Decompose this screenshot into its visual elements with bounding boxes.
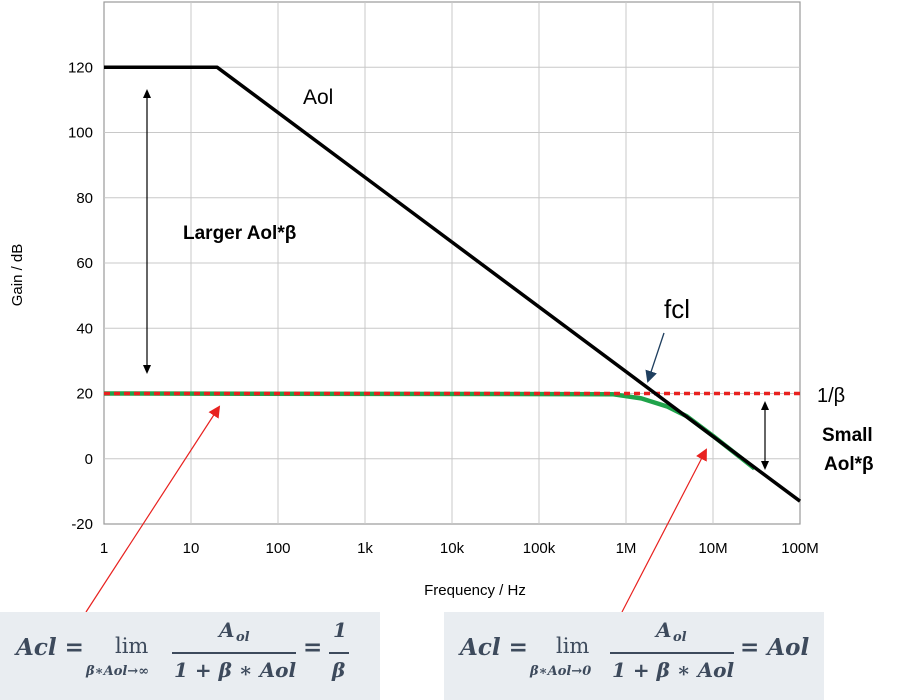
right-formula-box: Acl = lim β∗Aol→0 A ol 1 + β ∗ Aol = Aol [444,612,824,700]
right-formula-fraction-bar [610,652,734,654]
x-tick-label: 1k [357,540,373,557]
fcl-label: fcl [664,294,690,324]
y-tick-label: 100 [68,125,93,142]
right-formula-lim-sub: β∗Aol→0 [530,664,592,679]
y-tick-label: 120 [68,59,93,76]
y-axis-title: Gain / dB [9,244,26,307]
y-tick-label: 60 [76,255,93,272]
aol-label: Aol [303,86,333,109]
x-tick-label: 100M [781,540,819,557]
y-tick-label: 80 [76,190,93,207]
left-formula-callout-arrow [85,405,221,613]
left-formula-equals: = [303,634,323,661]
right-formula-lhs: Acl = [460,634,528,661]
right-formula-numerator: A [656,618,672,642]
right-formula-rhs: = Aol [740,634,810,661]
left-formula-rhs-numerator: 1 [333,618,347,642]
x-tick-label: 10M [698,540,727,557]
small-loop-gain-label-line2: Aol*β [824,454,874,475]
right-formula-denominator: 1 + β ∗ Aol [612,658,735,682]
left-formula-rhs-denominator: β [332,658,346,682]
left-formula-box: Acl = lim β∗Aol→∞ A ol 1 + β ∗ Aol = 1 β [0,612,380,700]
x-axis-title: Frequency / Hz [424,582,526,599]
chart-grid [103,1,801,525]
right-formula-callout-arrow [621,448,707,613]
closed-loop-gain-line [103,391,756,471]
right-formula-numerator-sub: ol [673,630,687,645]
left-formula-numerator-sub: ol [236,630,250,645]
aol-line [104,65,802,503]
x-tick-label: 1M [616,540,637,557]
x-tick-label: 100 [265,540,290,557]
small-loop-gain-label-line1: Small [822,425,873,446]
y-tick-label: -20 [71,516,93,533]
fcl-pointer-arrow [645,332,665,383]
beta-label: 1/β [817,385,845,407]
y-tick-label: 40 [76,320,93,337]
larger-loop-gain-label: Larger Aol*β [183,223,296,244]
left-formula-lim: lim [115,634,149,658]
left-formula-numerator: A [219,618,235,642]
left-formula-lhs: Acl = [16,634,84,661]
y-tick-label: 0 [85,451,93,468]
x-tick-label: 10 [183,540,200,557]
left-formula-lim-sub: β∗Aol→∞ [86,664,150,679]
x-tick-label: 100k [523,540,556,557]
x-tick-label: 10k [440,540,465,557]
x-tick-label: 1 [100,540,108,557]
left-formula-fraction-bar [172,652,296,654]
right-formula-lim: lim [556,634,590,658]
left-formula-denominator: 1 + β ∗ Aol [174,658,297,682]
y-tick-label: 20 [76,386,93,403]
left-formula-rhs-bar [329,652,349,654]
